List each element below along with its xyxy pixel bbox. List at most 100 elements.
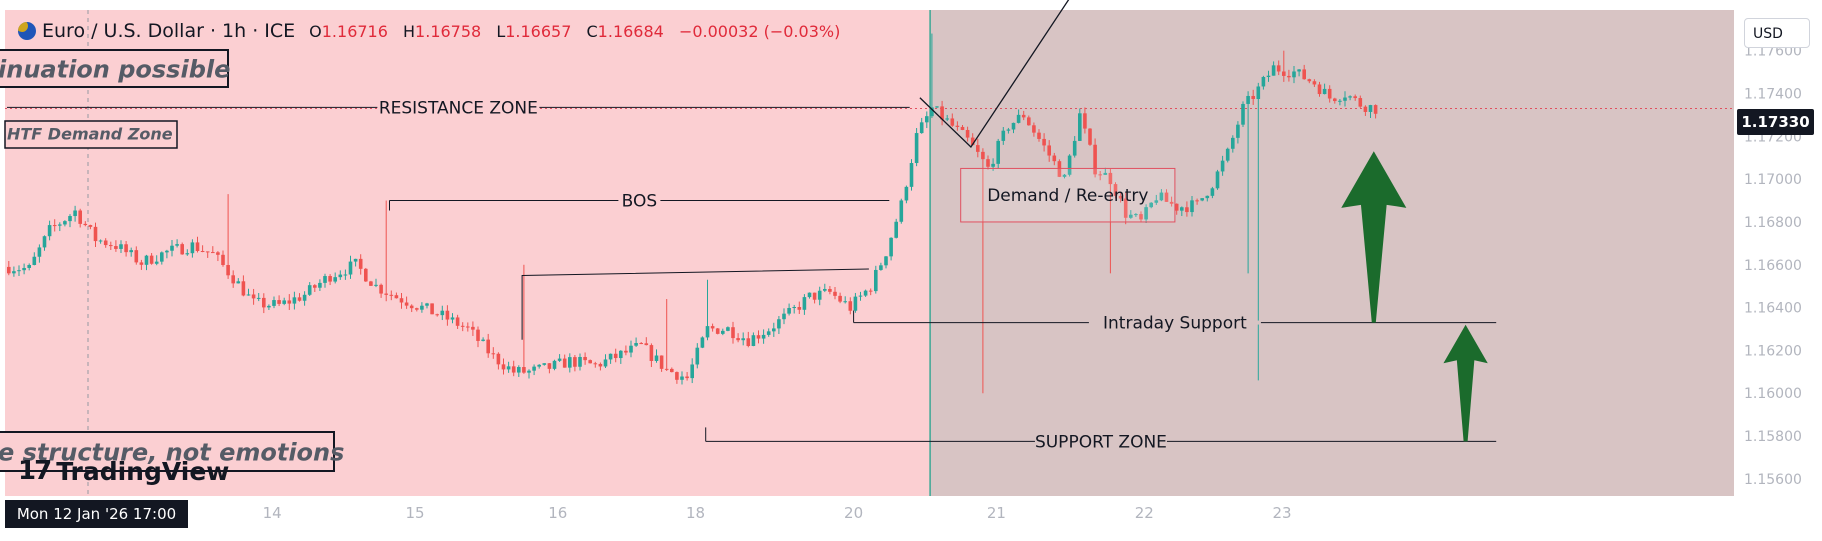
candle-body xyxy=(1190,200,1194,213)
candle-body xyxy=(384,293,388,295)
candle-body xyxy=(425,303,429,306)
candle-body xyxy=(420,305,424,310)
candle-body xyxy=(1083,113,1087,129)
candle-body xyxy=(63,221,67,225)
candle-body xyxy=(1266,75,1271,78)
candle-body xyxy=(1037,132,1041,139)
bos-gap xyxy=(618,198,661,203)
candle-body xyxy=(83,223,88,226)
candle-body xyxy=(323,276,327,283)
candle-body xyxy=(1016,114,1021,123)
candle-body xyxy=(1001,130,1006,141)
candle-body xyxy=(782,313,786,320)
candle-body xyxy=(772,328,776,332)
candle-body xyxy=(838,295,842,302)
candle-body xyxy=(1358,98,1363,107)
candle-body xyxy=(1368,105,1373,112)
y-tick-label: 1.17400 xyxy=(1744,86,1802,102)
candle-body xyxy=(1042,138,1046,146)
y-tick-label: 1.15800 xyxy=(1744,429,1802,445)
candle-body xyxy=(119,244,123,249)
candle-body xyxy=(1021,114,1026,118)
candle-body xyxy=(935,106,939,108)
candle-body xyxy=(568,357,572,368)
symbol-title[interactable]: Euro / U.S. Dollar · 1h · ICE xyxy=(42,20,296,42)
candle-body xyxy=(1261,77,1266,87)
candle-body xyxy=(522,367,526,373)
candle-body xyxy=(134,250,139,263)
lower-callout-text: e structure, not emotions xyxy=(0,439,344,467)
candle-body xyxy=(256,297,261,299)
candle-body xyxy=(180,244,184,255)
y-tick-label: 1.16400 xyxy=(1744,301,1802,317)
candle-body xyxy=(501,364,506,370)
candle-body xyxy=(1256,86,1261,99)
candle-body xyxy=(629,345,633,353)
y-tick-label: 1.16800 xyxy=(1744,215,1802,231)
time-axis xyxy=(0,496,1734,541)
tradingview-logo-icon: 17 xyxy=(18,456,52,486)
intraday-support-gap xyxy=(1088,320,1261,325)
candle-body xyxy=(670,368,674,373)
candle-body xyxy=(32,256,37,265)
candle-body xyxy=(833,291,837,296)
candle-body xyxy=(945,118,949,120)
candle-body xyxy=(965,129,970,138)
candle-body xyxy=(1282,71,1286,76)
candle-body xyxy=(231,275,235,284)
crosshair-time-label: Mon 12 Jan '26 17:00 xyxy=(5,500,188,528)
candle-body xyxy=(756,335,761,339)
candle-body xyxy=(1067,155,1072,175)
candle-body xyxy=(1210,188,1215,196)
candle-body xyxy=(338,274,343,278)
projection-path xyxy=(919,0,1070,149)
candle-body xyxy=(307,285,312,295)
candle-body xyxy=(996,140,1000,164)
candle-body xyxy=(353,258,358,262)
candle-body xyxy=(506,366,511,370)
x-tick-label: 14 xyxy=(263,504,282,522)
candle-body xyxy=(1287,75,1291,78)
candle-body xyxy=(624,350,628,353)
symbol-header: Euro / U.S. Dollar · 1h · ICE O1.16716 H… xyxy=(18,18,850,44)
candle-body xyxy=(98,240,103,242)
close-value: 1.16684 xyxy=(597,21,664,41)
candle-body xyxy=(1149,202,1153,208)
candle-body xyxy=(1292,71,1296,78)
candle-body xyxy=(889,237,893,257)
candle-body xyxy=(1236,124,1240,138)
upper-callout-text-box xyxy=(0,49,229,88)
candle-body xyxy=(858,295,863,297)
candle-body xyxy=(1215,171,1220,189)
tradingview-logo[interactable]: 17 TradingView xyxy=(18,456,229,486)
candle-body xyxy=(1011,122,1016,130)
candle-body xyxy=(1363,106,1368,112)
candle-body xyxy=(37,247,42,257)
candle-body xyxy=(583,356,587,361)
candle-body xyxy=(58,224,62,226)
candle-body xyxy=(1108,172,1113,185)
currency-button[interactable]: USD xyxy=(1744,18,1810,48)
candle-body xyxy=(236,281,241,284)
y-tick-label: 1.16600 xyxy=(1744,258,1802,274)
candle-body xyxy=(221,254,225,266)
candle-body xyxy=(277,300,281,304)
candle-body xyxy=(578,356,582,367)
candle-body xyxy=(12,271,16,274)
candle-body xyxy=(364,268,368,282)
candle-body xyxy=(1113,184,1118,196)
candle-body xyxy=(1312,81,1317,85)
candle-body xyxy=(313,285,317,288)
candle-body xyxy=(1072,140,1077,156)
candle-body xyxy=(369,281,373,286)
resistance-zone-label: RESISTANCE ZONE xyxy=(379,98,538,118)
candle-body xyxy=(1307,79,1312,82)
candle-body xyxy=(823,288,827,291)
candle-body xyxy=(476,329,480,341)
candle-body xyxy=(879,265,883,270)
candle-body xyxy=(1251,95,1255,99)
bos-label: BOS xyxy=(622,192,658,212)
candle-body xyxy=(914,133,919,164)
candle-body xyxy=(73,210,77,217)
